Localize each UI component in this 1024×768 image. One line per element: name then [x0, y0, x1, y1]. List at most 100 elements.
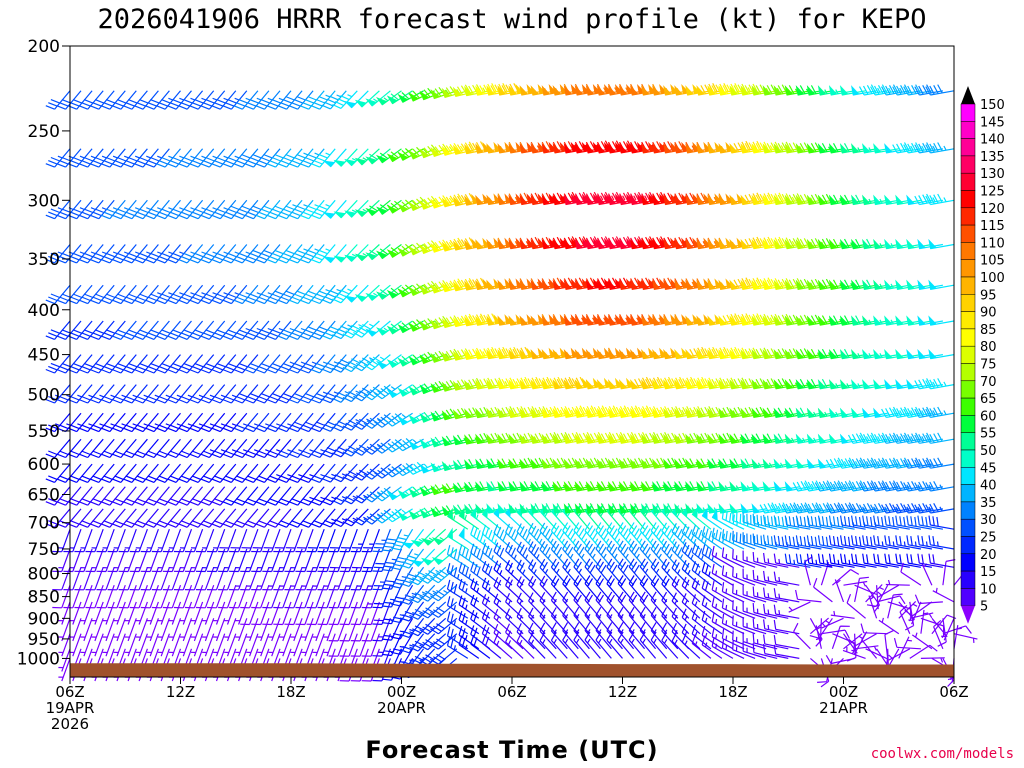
wind-barb: [122, 412, 148, 433]
wind-barb-pennant: [574, 503, 584, 514]
wind-barb-pennant: [784, 481, 794, 492]
wind-barb-pennant: [707, 193, 724, 205]
wind-barb-pennant: [784, 458, 794, 469]
wind-barb: [505, 593, 524, 619]
wind-barb-pennant: [408, 488, 420, 498]
wind-barb-pennant: [464, 434, 473, 445]
wind-barb-pennant: [795, 238, 805, 250]
wind-barb-pennant: [419, 508, 430, 519]
wind-barb: [195, 528, 215, 553]
wind-barb: [888, 648, 911, 661]
wind-barb: [836, 502, 866, 514]
wind-barb: [691, 543, 712, 568]
wind-barb: [881, 457, 910, 469]
wind-barb: [328, 584, 347, 609]
wind-barb-pennant: [563, 193, 580, 205]
wind-barb-pennant: [707, 458, 716, 469]
wind-barb-pennant: [552, 314, 569, 326]
wind-barb: [167, 412, 192, 433]
wind-barb: [877, 584, 900, 598]
wind-barb-pennant: [430, 411, 441, 422]
wind-barb-pennant: [696, 141, 712, 154]
wind-barb-pennant: [574, 83, 591, 96]
wind-barb-pennant: [354, 99, 367, 108]
wind-barb-pennant: [663, 481, 672, 492]
wind-barb: [628, 540, 646, 568]
wind-barb: [840, 535, 866, 550]
wind-barb-pennant: [596, 503, 606, 514]
wind-barb-pennant: [596, 481, 606, 492]
wind-barb-pennant: [508, 278, 525, 290]
wind-barb-pennant: [718, 348, 727, 360]
wind-barb-pennant: [641, 141, 657, 154]
wind-barb-pennant: [817, 348, 827, 360]
wind-barb: [470, 578, 491, 603]
wind-barb: [206, 548, 226, 573]
wind-barb-pennant: [751, 407, 761, 418]
wind-barb: [328, 528, 347, 553]
wind-barb: [151, 528, 170, 553]
wind-barb: [562, 606, 579, 635]
wind-barb: [691, 634, 712, 659]
wind-barb: [691, 609, 712, 635]
wind-barb: [332, 508, 358, 528]
wind-barb-pennant: [541, 141, 558, 154]
wind-barb: [773, 644, 800, 659]
wind-barb: [189, 412, 215, 433]
wind-barb: [339, 584, 358, 609]
wind-barb-pennant: [585, 503, 595, 514]
wind-barb: [691, 561, 712, 586]
wind-barb-pennant: [663, 379, 672, 390]
colorbar-swatch: [960, 467, 976, 485]
wind-barb: [928, 553, 955, 568]
wind-barb: [721, 565, 745, 586]
wind-barb: [211, 438, 237, 459]
wind-barb-pennant: [862, 315, 871, 326]
wind-barb-pennant: [674, 314, 690, 326]
wind-barb-pennant: [430, 437, 441, 448]
wind-barb: [157, 618, 170, 642]
wind-barb-pennant: [519, 433, 529, 444]
x-tick-label: 00Z: [829, 683, 858, 701]
wind-barb: [229, 528, 248, 553]
wind-barb-pennant: [596, 314, 613, 326]
wind-barb-pennant: [740, 433, 750, 444]
wind-barb: [102, 618, 115, 642]
wind-barb-pennant: [839, 143, 849, 154]
wind-barb-pennant: [519, 193, 536, 205]
wind-barb-pennant: [773, 238, 783, 250]
wind-barb: [516, 541, 535, 568]
wind-barb-pennant: [828, 85, 838, 96]
wind-barb-pennant: [430, 352, 441, 363]
wind-barb: [222, 438, 248, 459]
wind-barb-pennant: [707, 503, 716, 514]
wind-barb: [310, 438, 336, 459]
wind-barb-pennant: [365, 98, 378, 107]
wind-barb-pennant: [441, 436, 452, 447]
wind-barb: [639, 591, 657, 619]
wind-barb-pennant: [851, 279, 860, 290]
wind-barb-pennant: [530, 433, 540, 444]
wind-barb-pennant: [652, 141, 668, 154]
wind-barb: [157, 633, 170, 657]
wind-barb: [701, 526, 723, 550]
source-credit[interactable]: coolwx.com/models: [871, 746, 1014, 762]
y-tick-label: 900: [28, 609, 60, 629]
wind-barb: [528, 559, 546, 586]
wind-barb-pennant: [607, 433, 617, 444]
colorbar-label: 105: [980, 254, 1005, 269]
wind-barb-pennant: [685, 433, 694, 444]
wind-barb: [742, 641, 767, 659]
wind-barb-pennant: [408, 440, 420, 450]
wind-barb-pennant: [784, 433, 794, 444]
wind-barb-pennant: [762, 407, 772, 418]
wind-barb: [825, 457, 855, 469]
colorbar-label: 130: [980, 167, 1005, 182]
wind-barb: [539, 622, 557, 650]
wind-barb-pennant: [452, 482, 462, 493]
wind-barb: [573, 606, 590, 635]
wind-barb-pennant: [464, 143, 473, 154]
wind-barb-pennant: [486, 433, 495, 444]
wind-barb-pennant: [607, 237, 624, 250]
wind-barb: [91, 601, 104, 625]
